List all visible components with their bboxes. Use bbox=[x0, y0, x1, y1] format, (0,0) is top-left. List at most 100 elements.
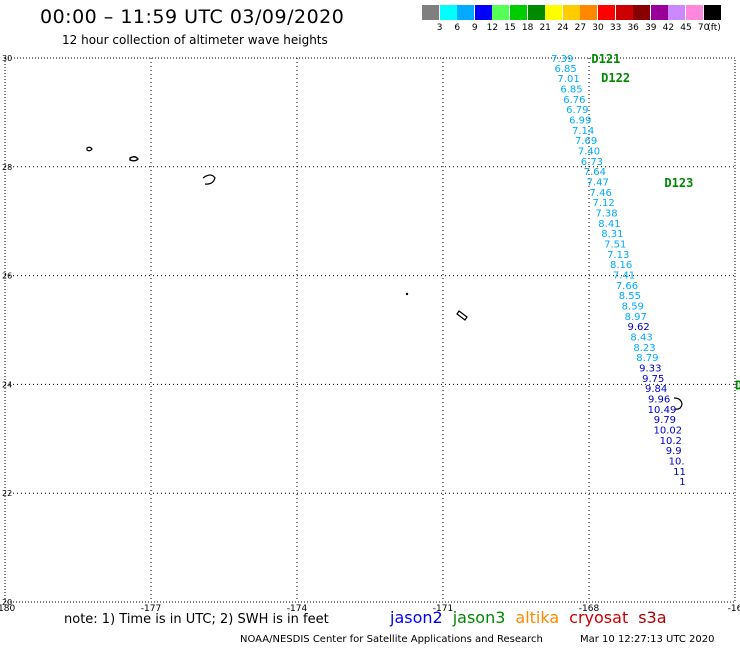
scale-swatch bbox=[474, 5, 492, 20]
scale-swatch bbox=[686, 5, 703, 20]
scale-label: 39 bbox=[645, 23, 657, 33]
swh-value: 8.97 bbox=[625, 312, 647, 323]
swh-value: 8.55 bbox=[619, 291, 641, 302]
scale-swatch bbox=[510, 5, 527, 20]
scale-swatch bbox=[703, 5, 721, 20]
swh-value: 9.33 bbox=[639, 364, 661, 375]
lat-tick-label: 22 bbox=[2, 489, 12, 498]
scale-swatch bbox=[580, 5, 598, 20]
mission-jason2: jason2 bbox=[390, 608, 443, 627]
swh-value: 10.02 bbox=[654, 426, 683, 437]
mission-jason3: jason3 bbox=[452, 608, 506, 627]
chart-title: 00:00 – 11:59 UTC 03/09/2020 bbox=[40, 6, 345, 28]
mission-cryosat: cryosat bbox=[569, 608, 629, 627]
scale-label: 9 bbox=[471, 23, 478, 33]
scale-label: 45 bbox=[680, 23, 692, 33]
scale-label: 24 bbox=[557, 23, 569, 33]
swh-value: 7.14 bbox=[572, 126, 594, 137]
lon-tick-label: -171 bbox=[433, 604, 453, 614]
scale-label: 27 bbox=[574, 23, 587, 33]
lat-tick-label: 24 bbox=[2, 380, 12, 389]
track-label: D122 bbox=[601, 71, 630, 85]
swh-value: 9.96 bbox=[648, 395, 670, 406]
map-frame bbox=[4, 57, 736, 603]
scale-unit: (ft) bbox=[707, 23, 721, 33]
lon-tick-label: -180 bbox=[0, 604, 15, 614]
island-outline bbox=[202, 174, 216, 185]
swh-value: 8.79 bbox=[636, 353, 658, 364]
generation-timestamp: Mar 10 12:27:13 UTC 2020 bbox=[580, 634, 715, 645]
swh-value: 8.31 bbox=[601, 229, 623, 240]
scale-label: 30 bbox=[592, 23, 604, 33]
swh-value: 8.16 bbox=[610, 260, 632, 271]
swh-value: 7.69 bbox=[575, 136, 597, 147]
lat-tick-label: 26 bbox=[2, 272, 12, 281]
scale-label: 12 bbox=[486, 23, 499, 33]
swh-value: 7.64 bbox=[584, 167, 606, 178]
track-label: D123 bbox=[664, 176, 693, 190]
mission-s3a: s3a bbox=[638, 608, 667, 627]
scale-swatch bbox=[527, 5, 545, 20]
island-outline bbox=[405, 292, 409, 296]
swh-value: 11 bbox=[673, 467, 686, 478]
scale-swatch bbox=[457, 5, 475, 20]
lon-tick-label: -168 bbox=[579, 604, 600, 614]
swh-value: 9.9 bbox=[666, 446, 682, 457]
swh-value: 1 bbox=[679, 477, 685, 488]
swh-value: 7.40 bbox=[578, 146, 600, 157]
scale-label: 21 bbox=[539, 23, 551, 33]
swh-value: 6.85 bbox=[560, 84, 582, 95]
swh-value: 7.01 bbox=[557, 74, 579, 85]
swh-value: 10. bbox=[669, 457, 685, 468]
lat-tick-label: 28 bbox=[2, 163, 12, 172]
scale-label: 36 bbox=[627, 23, 639, 33]
swh-value: 6.99 bbox=[569, 115, 591, 126]
swh-value: 7.46 bbox=[590, 188, 612, 199]
chart-subtitle: 12 hour collection of altimeter wave hei… bbox=[62, 33, 328, 47]
lat-tick-label: 20 bbox=[2, 598, 12, 607]
scale-swatch bbox=[615, 5, 633, 20]
scale-label: 70 bbox=[697, 23, 710, 33]
lon-tick-label: -16 bbox=[728, 604, 740, 614]
swh-value: 7.51 bbox=[604, 240, 626, 251]
swh-value: 8.59 bbox=[622, 302, 644, 313]
island-outline bbox=[673, 397, 683, 410]
scale-swatch bbox=[633, 5, 651, 20]
scale-swatch bbox=[598, 5, 615, 20]
scale-swatch bbox=[492, 5, 510, 20]
swh-value: 8.43 bbox=[630, 333, 652, 344]
swh-value: 9.62 bbox=[628, 322, 650, 333]
swh-value: 7.38 bbox=[595, 208, 617, 219]
swh-value: 7.12 bbox=[592, 198, 614, 209]
credit-line: NOAA/NESDIS Center for Satellite Applica… bbox=[240, 634, 543, 645]
footer-note: note: 1) Time is in UTC; 2) SWH is in fe… bbox=[64, 612, 329, 627]
island-outline bbox=[129, 156, 139, 162]
scale-swatch bbox=[562, 5, 580, 20]
scale-label: 15 bbox=[504, 23, 516, 33]
lon-tick-label: -174 bbox=[287, 604, 308, 614]
scale-swatch bbox=[650, 5, 668, 20]
swh-value: 7.41 bbox=[613, 271, 635, 282]
lat-tick-label: 30 bbox=[2, 54, 12, 63]
scale-label: 42 bbox=[662, 23, 675, 33]
swh-value: 6.76 bbox=[563, 95, 585, 106]
scale-swatch bbox=[545, 5, 563, 20]
swh-value: 10.49 bbox=[648, 405, 677, 416]
swh-value: 8.41 bbox=[598, 219, 620, 230]
swh-value: 6.73 bbox=[581, 157, 603, 168]
swh-value: 6.79 bbox=[566, 105, 588, 116]
scale-swatch bbox=[439, 5, 457, 20]
swh-value: 7.47 bbox=[587, 177, 609, 188]
track-label: D121 bbox=[591, 52, 620, 66]
swh-value: 9.84 bbox=[645, 384, 667, 395]
swh-value: 7.66 bbox=[616, 281, 638, 292]
swh-value: 9.79 bbox=[654, 415, 676, 426]
scale-label: 3 bbox=[436, 23, 443, 33]
scale-swatch bbox=[668, 5, 686, 20]
scale-label: 6 bbox=[454, 23, 461, 33]
swh-value: 9.75 bbox=[642, 374, 664, 385]
island-outline bbox=[456, 310, 468, 321]
mission-legend: jason2 jason3 altika cryosat s3a bbox=[390, 608, 677, 627]
mission-altika: altika bbox=[515, 608, 560, 627]
